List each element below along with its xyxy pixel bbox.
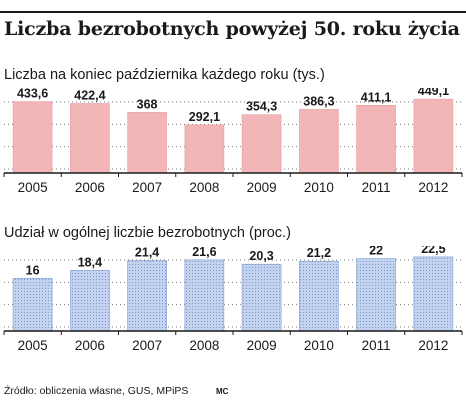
bar-2009 bbox=[241, 114, 282, 174]
x-tick-label-2006: 2006 bbox=[75, 338, 105, 353]
bar-chart-unemployed-count: 433,6 2005 422,4 2006 368 2007 292,1 2008 354,3 2… bbox=[3, 88, 463, 195]
bar-2008 bbox=[184, 124, 225, 174]
x-tick-label-2005: 2005 bbox=[18, 338, 48, 353]
chart-title: Liczba bezrobotnych powyżej 50. roku życ… bbox=[4, 18, 460, 40]
value-label-2011: 411,1 bbox=[361, 90, 392, 104]
value-label-2010: 21,2 bbox=[307, 246, 331, 260]
bar-2012 bbox=[413, 256, 454, 332]
x-tick-label-2006: 2006 bbox=[75, 180, 105, 195]
bar-2009 bbox=[241, 263, 282, 332]
value-label-2005: 433,6 bbox=[17, 88, 48, 101]
chart-subtitle-unemployed-count: Liczba na koniec października każdego ro… bbox=[4, 67, 325, 83]
bar-2006 bbox=[70, 103, 110, 174]
x-tick-label-2012: 2012 bbox=[418, 180, 448, 195]
x-tick-label-2011: 2011 bbox=[362, 338, 391, 353]
x-tick-label-2008: 2008 bbox=[189, 180, 219, 195]
bar-2012 bbox=[413, 98, 454, 174]
value-label-2007: 368 bbox=[137, 97, 158, 111]
value-label-2008: 21,6 bbox=[192, 246, 216, 259]
x-tick-label-2007: 2007 bbox=[132, 338, 162, 353]
bar-2007 bbox=[127, 112, 167, 174]
value-label-2011: 22 bbox=[369, 246, 383, 258]
x-tick-label-2009: 2009 bbox=[247, 338, 277, 353]
bar-2011 bbox=[356, 104, 396, 174]
value-label-2008: 292,1 bbox=[189, 110, 220, 124]
value-label-2009: 354,3 bbox=[246, 100, 277, 114]
value-label-2007: 21,4 bbox=[135, 246, 159, 260]
bar-2011 bbox=[356, 258, 396, 332]
source-note: Źródło: obliczenia własne, GUS, MPiPS bbox=[4, 385, 189, 397]
bar-2010 bbox=[299, 260, 339, 332]
value-label-2006: 18,4 bbox=[78, 255, 102, 269]
x-tick-label-2008: 2008 bbox=[189, 338, 219, 353]
value-label-2006: 422,4 bbox=[74, 89, 105, 103]
x-tick-label-2007: 2007 bbox=[132, 180, 162, 195]
value-label-2009: 20,3 bbox=[249, 249, 273, 263]
x-tick-label-2010: 2010 bbox=[304, 338, 334, 353]
value-label-2012: 449,1 bbox=[418, 88, 449, 98]
value-label-2005: 16 bbox=[26, 263, 40, 277]
bar-2010 bbox=[299, 109, 339, 174]
bar-2008 bbox=[184, 259, 225, 332]
author-initials: MC bbox=[216, 387, 229, 396]
bar-2005 bbox=[12, 277, 53, 332]
value-label-2010: 386,3 bbox=[303, 94, 334, 108]
x-tick-label-2010: 2010 bbox=[304, 180, 334, 195]
x-tick-label-2009: 2009 bbox=[247, 180, 277, 195]
x-tick-label-2011: 2011 bbox=[362, 180, 391, 195]
bar-chart-unemployed-share: 16 2005 18,4 2006 21,4 2007 21,6 2008 20,3 2009 21… bbox=[3, 246, 463, 353]
bar-2006 bbox=[70, 270, 110, 332]
bar-2007 bbox=[127, 260, 167, 332]
top-rule bbox=[0, 11, 466, 13]
x-tick-label-2012: 2012 bbox=[418, 338, 448, 353]
x-tick-label-2005: 2005 bbox=[18, 180, 48, 195]
bar-2005 bbox=[12, 101, 53, 174]
chart-subtitle-unemployed-share: Udział w ogólnej liczbie bezrobotnych (p… bbox=[4, 225, 291, 241]
value-label-2012: 22,5 bbox=[421, 246, 445, 256]
